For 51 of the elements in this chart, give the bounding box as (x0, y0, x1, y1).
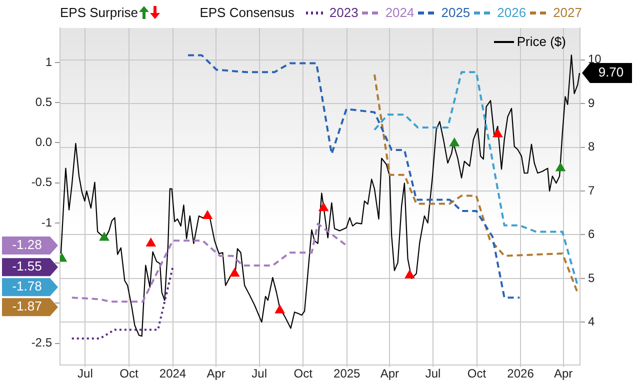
y-tick-label: 1 (45, 54, 52, 69)
text: EPS Surprise (60, 5, 138, 20)
legend-label: 2027 (553, 5, 582, 20)
point (404, 270, 415, 278)
x-tick-label: Jul (425, 366, 441, 381)
point (450, 138, 460, 146)
data-label: 9.70 (598, 64, 624, 80)
y2-tick-label: 10 (588, 52, 602, 66)
y2-tick-label: 7 (588, 183, 595, 198)
point (99, 232, 110, 241)
y-tick-label: -1 (41, 215, 52, 230)
x-tick-label: Apr (380, 366, 400, 381)
y-tick-label: -2.5 (31, 336, 52, 350)
x-tick-label: 2026 (507, 366, 534, 381)
x-tick-label: Oct (120, 366, 139, 381)
y2-tick-label: 5 (588, 270, 595, 285)
legend-label: 2023 (329, 5, 358, 20)
y2-tick-label: 6 (588, 227, 595, 242)
text: -1.78 (12, 278, 42, 294)
text: -1.28 (12, 237, 42, 252)
point (318, 202, 328, 212)
point (556, 162, 566, 172)
legend-label: 2024 (385, 5, 414, 20)
legend-label: Price ($) (516, 34, 566, 49)
x-tick-label: Apr (206, 366, 226, 381)
point (146, 238, 156, 246)
line-series (70, 266, 174, 340)
x-tick-label: Jul (78, 366, 93, 381)
y-tick-label: 0.0 (35, 135, 52, 150)
x-tick-label: Oct (467, 366, 487, 381)
point (492, 128, 503, 138)
x-tick-label: 2024 (159, 366, 186, 381)
point (202, 210, 212, 219)
legend-label: 2026 (497, 5, 526, 20)
text: -1.55 (12, 258, 42, 274)
line-series (70, 222, 348, 303)
legend-title: EPS Consensus (200, 5, 294, 20)
y-tick-label: 0.5 (35, 94, 52, 109)
text: -1.87 (12, 298, 42, 314)
x-tick-label: 2025 (334, 366, 361, 381)
line-series (186, 54, 521, 299)
point (230, 268, 240, 277)
x-tick-label: Apr (554, 366, 573, 381)
y2-tick-label: 9 (588, 96, 595, 110)
x-tick-label: Jul (252, 366, 268, 381)
x-tick-label: Oct (294, 366, 314, 381)
y-tick-label: -0.5 (31, 175, 52, 190)
y2-tick-label: 8 (588, 140, 595, 154)
y2-tick-label: 4 (588, 314, 595, 328)
legend-label: 2025 (441, 5, 470, 20)
point (274, 304, 285, 314)
